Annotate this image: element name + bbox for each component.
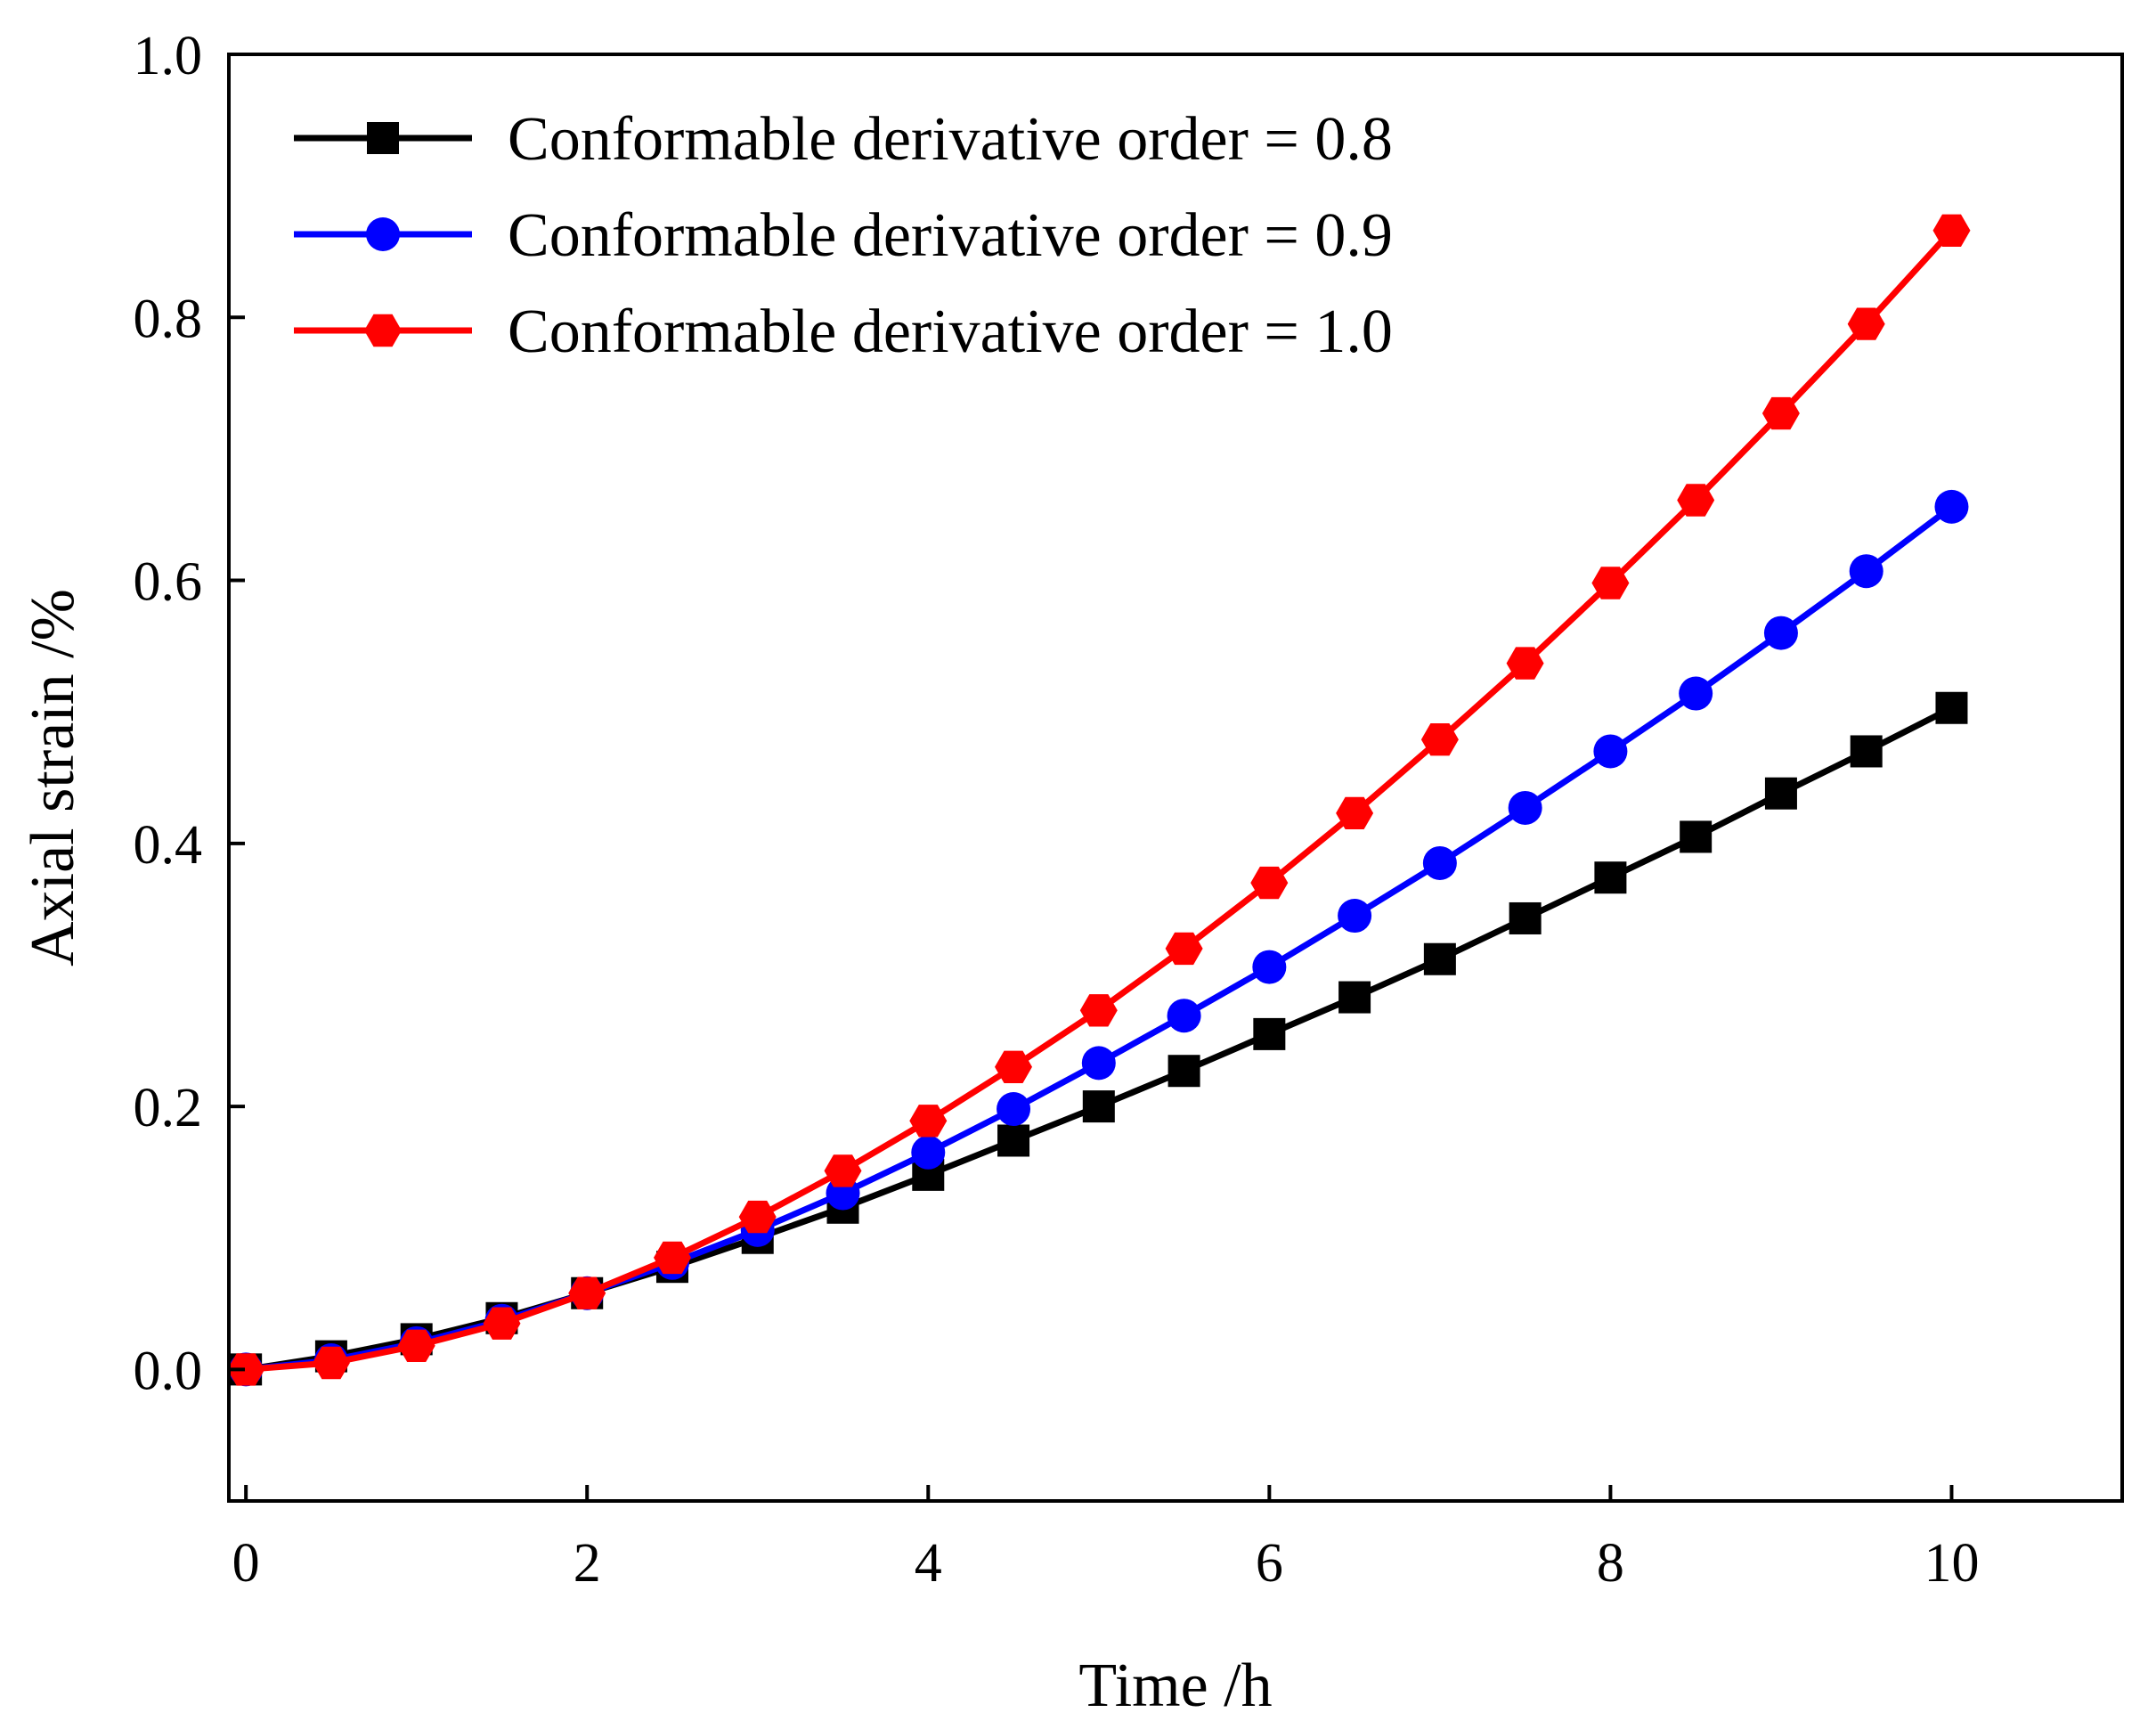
y-axis-label: Axial strain /% <box>19 589 87 966</box>
series-3-point <box>1079 994 1118 1027</box>
plot-area-frame <box>227 53 2124 1503</box>
series-3-point <box>1677 484 1715 517</box>
series-3 <box>227 214 1971 1386</box>
legend-entry-1: Conformable derivative order = 0.8 <box>294 105 1393 174</box>
x-tick-label: 8 <box>1597 1533 1624 1594</box>
series-3-point <box>227 1353 265 1386</box>
series-1-point <box>1935 691 1968 724</box>
legend-entry-2: Conformable derivative order = 0.9 <box>294 201 1393 270</box>
y-tick-label: 1.0 <box>134 26 203 86</box>
x-tick-label: 2 <box>574 1533 601 1594</box>
x-tick-label: 10 <box>1924 1533 1979 1594</box>
series-2-point <box>1763 616 1798 650</box>
legend-label: Conformable derivative order = 1.0 <box>508 298 1393 366</box>
series-2-point <box>1338 899 1372 934</box>
series-3-point <box>995 1050 1032 1083</box>
series-3-point <box>397 1329 435 1362</box>
legend-marker-hexagon <box>364 314 402 347</box>
series-2-point <box>1593 734 1628 769</box>
series-3-point <box>1932 214 1971 247</box>
series-1-point <box>1850 735 1883 768</box>
series-3-point <box>824 1154 862 1187</box>
series-1-point <box>997 1124 1030 1157</box>
series-2-point <box>1081 1046 1116 1081</box>
series-3-point <box>483 1307 521 1340</box>
series-1-point <box>1509 901 1542 934</box>
series-2-point <box>1167 999 1201 1033</box>
series-1-point <box>1082 1090 1115 1123</box>
x-axis-label: Time /h <box>1078 1652 1272 1720</box>
series-2-point <box>1508 790 1542 825</box>
series-2-point <box>997 1092 1031 1127</box>
series-1-point <box>1338 981 1371 1014</box>
axis-ticks: 0 2 4 6 8 10 0.0 0.2 0.4 0.6 0.8 1.0 <box>134 26 1980 1594</box>
legend-label: Conformable derivative order = 0.8 <box>508 105 1393 174</box>
series-3-point <box>568 1276 606 1309</box>
series-3-point <box>1506 647 1544 680</box>
series-1-point <box>1167 1055 1200 1088</box>
x-tick-label: 4 <box>915 1533 942 1594</box>
series-3-point <box>738 1200 777 1234</box>
series-1-point <box>1253 1017 1286 1050</box>
y-tick-label: 0.8 <box>134 289 203 349</box>
series-1-point <box>1594 861 1627 894</box>
legend: Conformable derivative order = 0.8 Confor… <box>294 105 1393 366</box>
series-3-point <box>1165 932 1203 966</box>
series-2-point <box>911 1135 946 1170</box>
series-2-point <box>1252 950 1287 984</box>
series-3-point <box>1250 866 1289 900</box>
series-layer <box>227 214 1971 1387</box>
y-tick-label: 0.2 <box>134 1078 203 1138</box>
y-tick-label: 0.0 <box>134 1341 203 1401</box>
legend-label: Conformable derivative order = 0.9 <box>508 201 1393 270</box>
series-3-point <box>1336 796 1374 829</box>
series-2-point <box>1849 554 1883 589</box>
series-1-point <box>1423 942 1456 975</box>
legend-entry-3: Conformable derivative order = 1.0 <box>294 298 1393 366</box>
series-2-point <box>1934 489 1969 524</box>
series-3-point <box>1591 567 1630 599</box>
x-tick-label: 6 <box>1256 1533 1283 1594</box>
legend-marker-square <box>367 122 399 154</box>
series-1-point <box>1680 820 1713 853</box>
y-tick-label: 0.4 <box>134 815 203 876</box>
y-tick-label: 0.6 <box>134 552 203 613</box>
series-3-point <box>1761 396 1800 430</box>
x-tick-label: 0 <box>232 1533 260 1594</box>
series-2-point <box>1679 676 1713 711</box>
series-3-point <box>1847 307 1885 340</box>
series-3-point <box>1420 723 1459 756</box>
series-3-point <box>312 1346 350 1380</box>
series-2-point <box>1422 845 1457 880</box>
series-3-point <box>654 1241 691 1275</box>
series-3-point <box>909 1105 948 1138</box>
series-1-point <box>1764 777 1797 810</box>
legend-marker-circle <box>366 217 400 251</box>
